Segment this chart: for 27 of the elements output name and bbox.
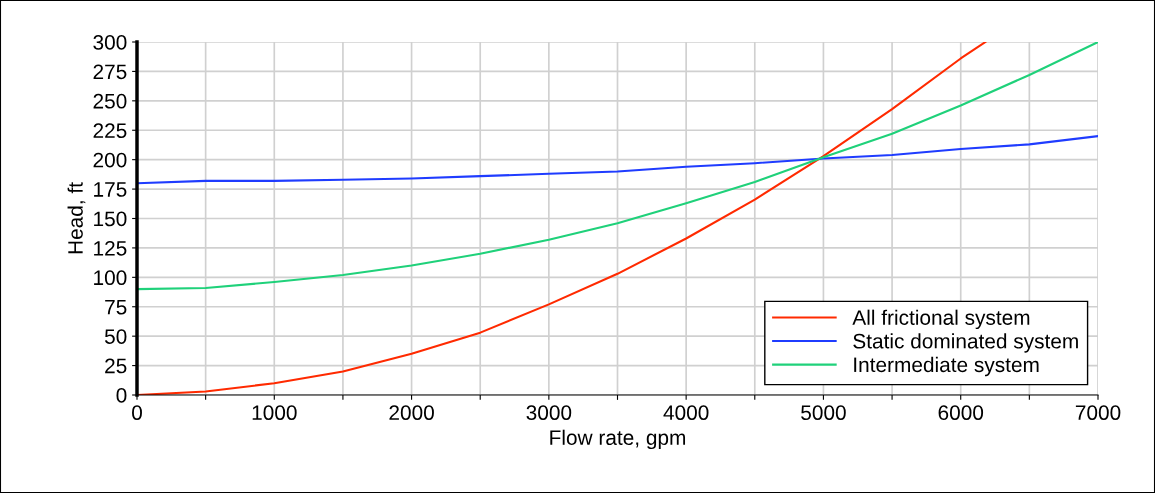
x-tick-label: 2000 bbox=[389, 405, 434, 421]
y-tick-label: 175 bbox=[94, 182, 127, 197]
y-tick-label: 225 bbox=[93, 123, 127, 138]
y-tick-label: 25 bbox=[105, 358, 127, 374]
x-tick-label: 6000 bbox=[938, 405, 984, 421]
y-axis-title: Head, ft bbox=[67, 182, 86, 254]
x-tick-label: 7000 bbox=[1075, 405, 1121, 421]
line-series bbox=[137, 135, 1098, 185]
legend-label: All frictional system bbox=[852, 309, 1030, 330]
x-tick-label: 4000 bbox=[663, 405, 709, 421]
y-tick-label: 125 bbox=[94, 240, 127, 256]
x-tick-label: 0 bbox=[132, 405, 142, 421]
y-tick-label: 275 bbox=[93, 64, 127, 80]
y-tick-label: 50 bbox=[104, 329, 127, 344]
x-tick-label: 3000 bbox=[526, 405, 572, 421]
y-tick-label: 100 bbox=[94, 270, 127, 286]
y-tick-label: 75 bbox=[105, 299, 127, 315]
legend-label: Static dominated system bbox=[853, 333, 1078, 353]
y-tick-label: 150 bbox=[94, 211, 127, 227]
y-tick-label: 0 bbox=[116, 388, 127, 403]
y-tick-label: 250 bbox=[93, 93, 127, 109]
x-axis-title: Flow rate, gpm bbox=[550, 429, 686, 450]
x-tick-label: 1000 bbox=[252, 405, 297, 421]
y-tick-label: 200 bbox=[93, 152, 127, 168]
legend-label: Intermediate system bbox=[854, 356, 1039, 377]
y-tick-label: 300 bbox=[93, 35, 127, 50]
x-tick-label: 5000 bbox=[801, 405, 846, 421]
